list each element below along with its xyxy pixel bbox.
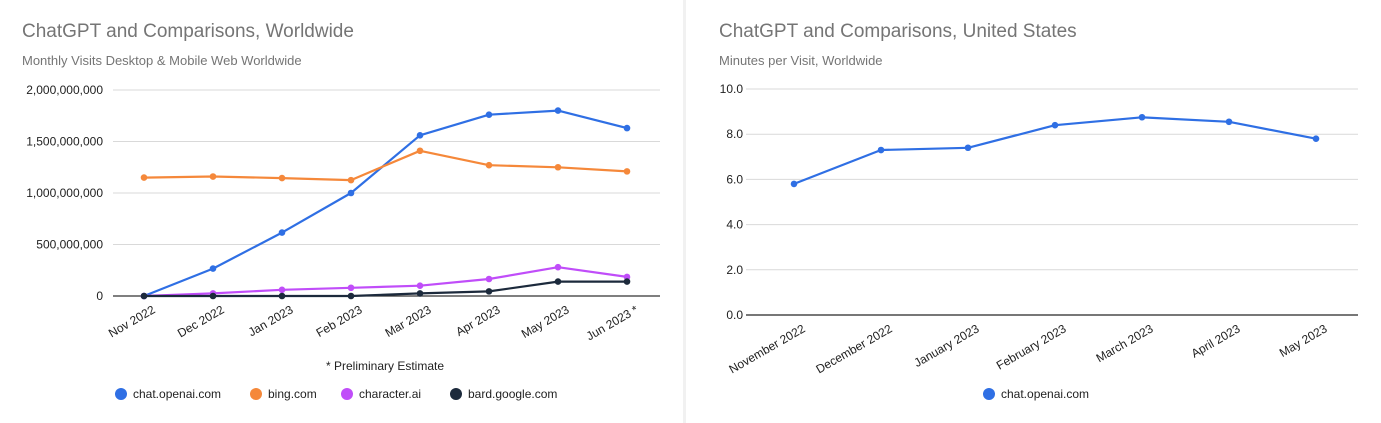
data-point	[209, 265, 217, 272]
y-tick-label: 2.0	[726, 263, 743, 277]
x-tick-label: December 2022	[814, 321, 895, 376]
x-tick-label: Jan 2023	[246, 302, 296, 339]
y-tick-label: 0.0	[726, 308, 743, 322]
data-point	[964, 144, 972, 152]
data-point	[1312, 135, 1320, 143]
series-line	[142, 280, 629, 298]
data-point	[278, 174, 286, 182]
data-point	[416, 147, 424, 155]
data-point	[1138, 113, 1146, 121]
y-tick-label: 1,000,000,000	[26, 186, 103, 200]
data-point	[1225, 118, 1233, 126]
data-point	[416, 282, 424, 290]
chart-subtitle: Monthly Visits Desktop & Mobile Web Worl…	[22, 53, 302, 68]
data-point	[347, 176, 355, 184]
data-point	[140, 174, 148, 181]
footnote: * Preliminary Estimate	[326, 359, 444, 373]
chart-title: ChatGPT and Comparisons, United States	[719, 21, 1077, 42]
legend-marker	[341, 388, 353, 400]
data-point	[623, 124, 631, 132]
data-point	[209, 292, 217, 300]
data-point	[278, 286, 286, 294]
chart-subtitle: Minutes per Visit, Worldwide	[719, 53, 883, 68]
legend-marker	[983, 388, 995, 400]
data-point	[790, 180, 798, 188]
data-point	[554, 107, 562, 114]
data-point	[485, 161, 493, 169]
data-point	[554, 278, 562, 285]
panel-divider	[683, 0, 686, 423]
data-point	[416, 290, 424, 297]
data-point	[485, 275, 493, 283]
x-tick-label: Dec 2022	[175, 302, 227, 340]
x-tick-label: March 2023	[1094, 321, 1156, 365]
x-tick-label: Nov 2022	[106, 302, 158, 340]
legend-label: character.ai	[359, 387, 421, 401]
data-point	[485, 111, 493, 119]
y-tick-label: 6.0	[726, 172, 743, 186]
series-line	[142, 149, 629, 182]
y-tick-label: 4.0	[726, 218, 743, 232]
x-tick-label: February 2023	[994, 321, 1069, 372]
legend-marker	[450, 388, 462, 400]
x-tick-label: Jun 2023 *	[584, 302, 641, 343]
x-tick-label: April 2023	[1189, 321, 1243, 360]
x-tick-label: November 2022	[727, 321, 808, 376]
x-tick-label: May 2023	[1277, 321, 1330, 360]
series-line	[142, 266, 629, 298]
data-point	[623, 278, 631, 285]
x-tick-label: Mar 2023	[383, 302, 434, 340]
x-tick-label: Feb 2023	[314, 302, 365, 340]
data-point	[347, 189, 355, 197]
legend-label: bing.com	[268, 387, 317, 401]
data-point	[554, 263, 562, 271]
data-point	[1051, 121, 1059, 129]
y-tick-label: 10.0	[720, 82, 744, 96]
data-point	[209, 173, 217, 180]
data-point	[278, 229, 286, 236]
line-chart-worldwide-visits: 2,000,000,000 1,500,000,000 1,000,000,000 5…	[26, 83, 660, 401]
data-point	[623, 168, 631, 175]
y-tick-label: 500,000,000	[36, 238, 103, 252]
x-tick-label: January 2023	[912, 321, 982, 370]
y-tick-label: 2,000,000,000	[26, 83, 103, 97]
data-point	[278, 292, 286, 300]
y-tick-label: 0	[96, 289, 103, 303]
chart-panel-worldwide-visits: ChatGPT and Comparisons, Worldwide Month…	[0, 0, 683, 423]
series-line	[142, 109, 629, 298]
chart-title: ChatGPT and Comparisons, Worldwide	[22, 21, 354, 42]
chart-panel-minutes-per-visit: ChatGPT and Comparisons, United States M…	[686, 0, 1381, 423]
legend-label: chat.openai.com	[133, 387, 221, 401]
data-point	[347, 284, 355, 292]
legend-label: bard.google.com	[468, 387, 557, 401]
legend-label: chat.openai.com	[1001, 387, 1089, 401]
data-point	[485, 288, 493, 295]
x-tick-label: Apr 2023	[453, 302, 502, 339]
legend-marker	[250, 388, 262, 400]
y-tick-label: 8.0	[726, 127, 743, 141]
legend-marker	[115, 388, 127, 400]
data-point	[416, 132, 424, 139]
data-point	[554, 163, 562, 171]
data-point	[877, 146, 885, 154]
x-tick-label: May 2023	[519, 302, 572, 341]
data-point	[623, 273, 631, 281]
y-tick-label: 1,500,000,000	[26, 135, 103, 149]
data-point	[347, 292, 355, 300]
data-point	[140, 292, 148, 300]
